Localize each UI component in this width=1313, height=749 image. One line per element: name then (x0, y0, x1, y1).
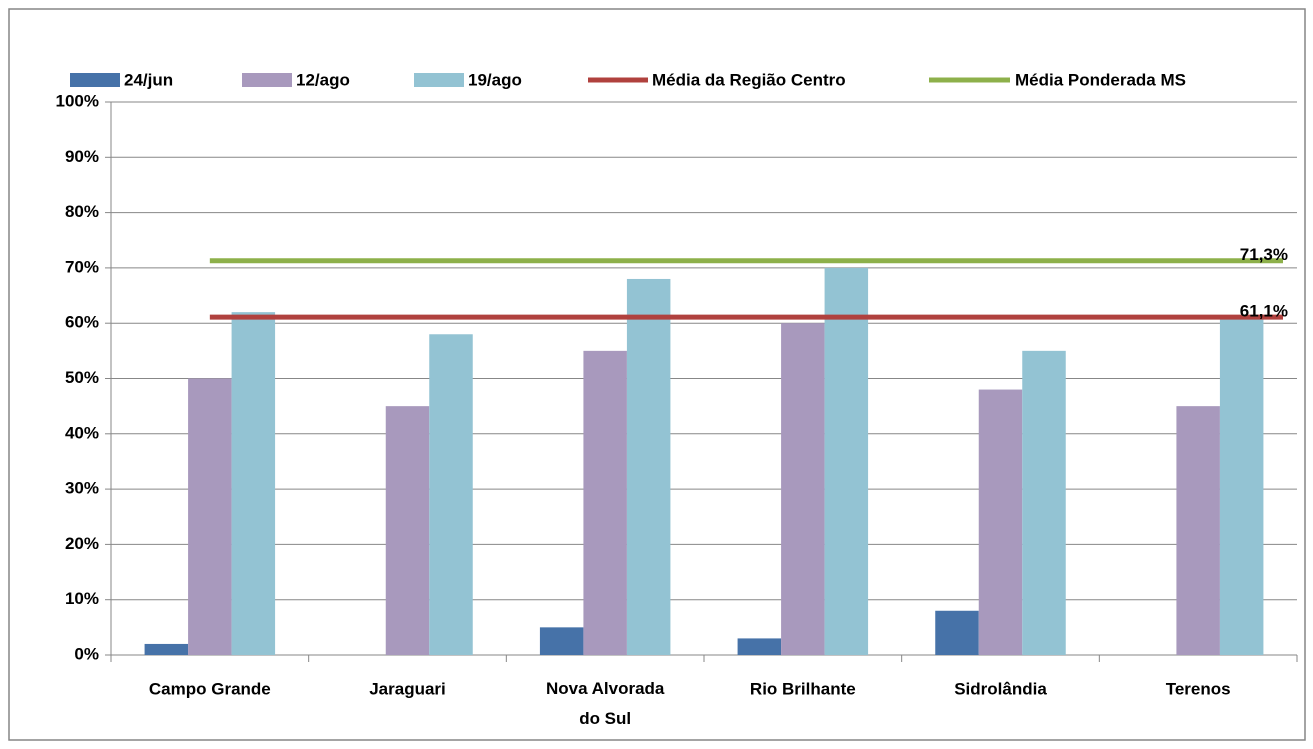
legend-swatch (242, 73, 292, 87)
bar (539, 627, 584, 655)
legend-label: 12/ago (296, 70, 350, 89)
legend-label: 19/ago (468, 70, 522, 89)
legend-swatch (70, 73, 120, 87)
bar (978, 389, 1023, 655)
y-tick-label: 50% (65, 368, 99, 387)
y-tick-label: 70% (65, 257, 99, 276)
reference-label: 61,1% (1240, 302, 1288, 321)
bar (385, 406, 430, 655)
legend-swatch (414, 73, 464, 87)
x-tick-label: Rio Brilhante (750, 679, 856, 698)
legend-label: 24/jun (124, 70, 173, 89)
y-tick-label: 0% (74, 644, 99, 663)
bar (231, 312, 276, 655)
bar (626, 278, 671, 655)
legend-label: Média da Região Centro (652, 70, 846, 89)
y-tick-label: 40% (65, 423, 99, 442)
bar (1176, 406, 1220, 655)
bar (824, 267, 869, 655)
bar (1219, 317, 1264, 655)
y-tick-label: 90% (65, 147, 99, 166)
y-tick-label: 10% (65, 589, 99, 608)
bar (188, 378, 232, 655)
bar (144, 643, 189, 655)
y-tick-label: 100% (56, 91, 99, 110)
x-tick-label: Campo Grande (149, 679, 271, 698)
bar (781, 323, 825, 655)
y-tick-label: 60% (65, 313, 99, 332)
reference-label: 71,3% (1240, 245, 1288, 264)
bar (1022, 350, 1066, 655)
bar (583, 350, 627, 655)
bar (935, 610, 979, 655)
legend-label: Média Ponderada MS (1015, 70, 1186, 89)
y-tick-label: 30% (65, 479, 99, 498)
x-tick-label: Jaraguari (369, 679, 446, 698)
bar (429, 334, 473, 655)
x-tick-label: Nova Alvorada do Sul (546, 679, 665, 728)
x-tick-label: Sidrolândia (954, 679, 1047, 698)
bar (737, 638, 782, 655)
x-tick-label: Terenos (1166, 679, 1231, 698)
y-tick-label: 20% (65, 534, 99, 553)
y-tick-label: 80% (65, 202, 99, 221)
